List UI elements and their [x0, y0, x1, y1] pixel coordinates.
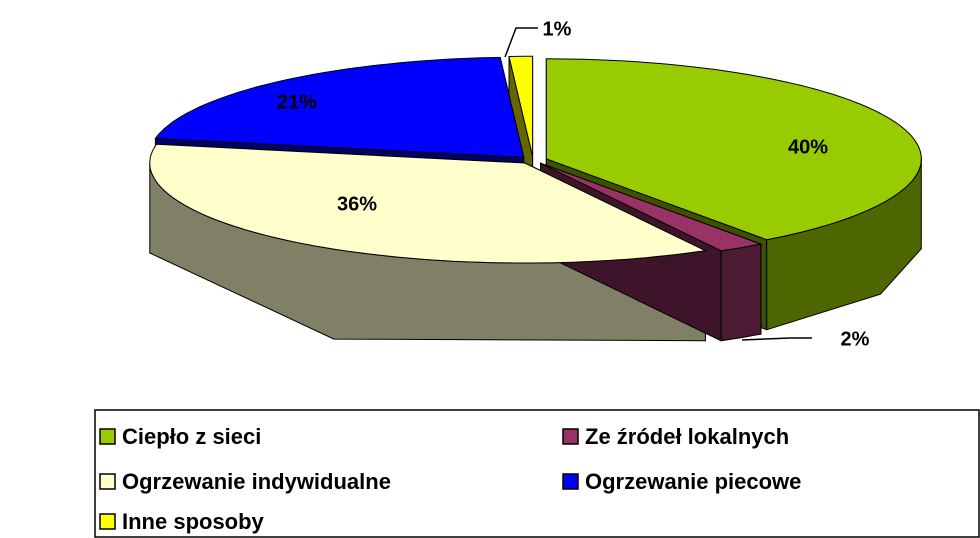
slice	[508, 55, 534, 157]
legend-label: Ze źródeł lokalnych	[585, 424, 789, 449]
data-label: 40%	[788, 136, 828, 158]
legend-label: Inne sposoby	[122, 509, 265, 534]
slice	[149, 143, 708, 264]
leader-line	[741, 337, 812, 341]
legend-box	[94, 409, 980, 538]
slice	[545, 58, 922, 241]
legend-swatch	[562, 473, 579, 490]
legend-swatch	[99, 473, 116, 490]
slice	[154, 56, 525, 158]
legend-label: Ogrzewanie indywidualne	[122, 469, 391, 494]
data-label: 1%	[543, 18, 572, 40]
slice	[540, 162, 763, 252]
data-label: 36%	[337, 193, 377, 215]
data-label: 21%	[277, 91, 317, 113]
data-label: 2%	[841, 328, 870, 350]
legend-swatch	[99, 513, 116, 530]
legend-label: Ciepło z sieci	[122, 424, 261, 449]
leader-line	[504, 27, 538, 58]
legend-swatch	[562, 428, 579, 445]
legend-label: Ogrzewanie piecowe	[585, 469, 801, 494]
legend-swatch	[99, 428, 116, 445]
slice-side	[720, 243, 762, 342]
